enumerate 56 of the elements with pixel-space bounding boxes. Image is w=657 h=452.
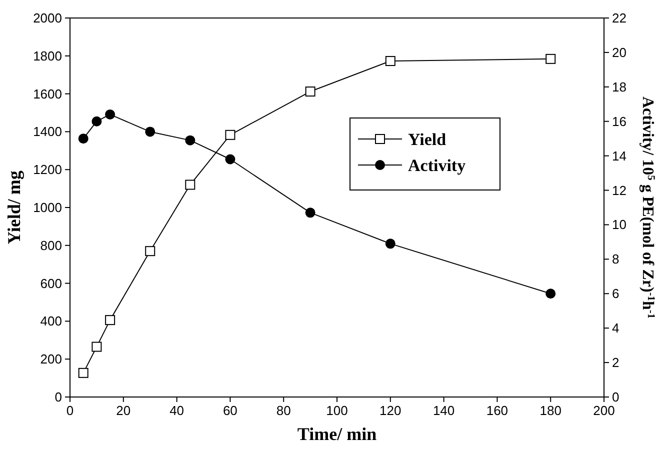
legend-label: Activity [408,156,466,175]
x-tick-label: 0 [66,403,74,418]
y2-tick-label: 6 [612,286,620,302]
y-tick-label: 2000 [33,10,62,26]
y2-tick-label: 20 [612,44,626,60]
point [92,342,102,352]
y-tick-label: 400 [40,314,62,329]
point [225,130,236,140]
point [546,54,556,64]
x-axis-title: Time/ min [297,424,377,444]
point [385,56,396,66]
point [305,208,316,218]
y-tick-label: 600 [40,276,62,291]
x-tick-label: 180 [540,403,562,418]
y-tick-label: 0 [54,390,62,404]
x-tick-label: 100 [326,403,348,418]
point [105,315,116,326]
x-tick-label: 200 [593,403,615,418]
y-tick-label: 200 [40,352,62,367]
y-tick-label: 1200 [33,162,62,178]
x-tick-label: 60 [222,403,238,418]
point [185,180,196,190]
point [546,288,556,299]
point [305,86,316,97]
y2-tick-label: 4 [612,320,620,336]
x-tick-label: 80 [276,403,291,418]
x-tick-label: 40 [170,403,184,418]
point [105,109,116,120]
y2-tick-label: 0 [612,390,620,404]
y2-tick-label: 2 [612,355,620,370]
y-axis-title: Yield/ mg [4,170,24,244]
y-tick-label: 1400 [33,124,62,140]
y-tick-label: 800 [40,238,62,253]
y2-tick-label: 18 [612,79,626,94]
legend-label: Yield [408,130,447,149]
y2-tick-label: 10 [612,217,626,232]
point [225,154,236,164]
point [385,238,396,249]
y-tick-label: 1600 [33,86,62,102]
point [78,134,88,144]
y2-tick-label: 14 [612,148,626,164]
y-tick-label: 1800 [33,48,62,64]
point [185,135,196,146]
y2-tick-label: 8 [612,252,620,267]
x-tick-label: 120 [380,403,402,418]
x-tick-label: 140 [432,403,455,418]
x-tick-label: 160 [486,403,508,418]
point [92,116,102,126]
y2-tick-label: 22 [612,10,626,26]
y2-tick-label: 16 [612,114,626,129]
y-tick-label: 1000 [33,200,62,215]
point [78,368,88,378]
point [145,126,156,137]
x-tick-label: 20 [116,403,131,418]
y2-tick-label: 12 [612,182,626,198]
point [145,246,156,256]
